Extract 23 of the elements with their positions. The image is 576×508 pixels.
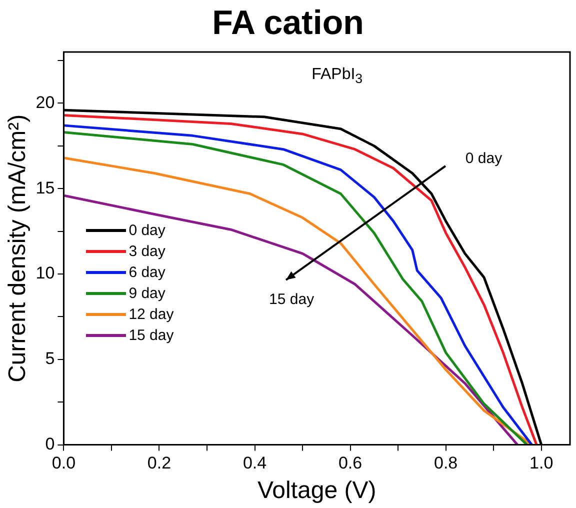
y-tick-label: 0 — [45, 434, 55, 454]
legend-label: 15 day — [128, 326, 174, 346]
annotation: 15 day — [269, 290, 314, 308]
x-tick-label: 0.2 — [147, 454, 172, 473]
y-tick-label: 5 — [45, 349, 55, 368]
x-tick-label: 1.0 — [530, 454, 554, 473]
chart-title: FA cation — [211, 4, 365, 43]
y-axis-title: Current density (mA/cm²) — [4, 114, 32, 382]
x-axis-title: Voltage (V) — [257, 477, 376, 504]
legend-label: 12 day — [128, 305, 174, 326]
x-tick-label: 0.0 — [52, 454, 76, 473]
legend-label: 0 day — [128, 221, 166, 242]
x-tick-label: 0.4 — [242, 454, 267, 473]
annotation: FAPbI$_{3}$ — [312, 66, 363, 86]
legend-label: 3 day — [128, 242, 166, 262]
legend-label: 9 day — [128, 284, 166, 304]
y-tick-label: 10 — [36, 264, 55, 283]
y-tick-label: 15 — [36, 178, 55, 198]
annotation: 0 day — [465, 150, 502, 167]
legend-label: 6 day — [128, 263, 166, 284]
x-tick-label: 0.8 — [434, 454, 458, 473]
y-tick-label: 20 — [36, 92, 55, 112]
x-tick-label: 0.6 — [338, 454, 362, 473]
